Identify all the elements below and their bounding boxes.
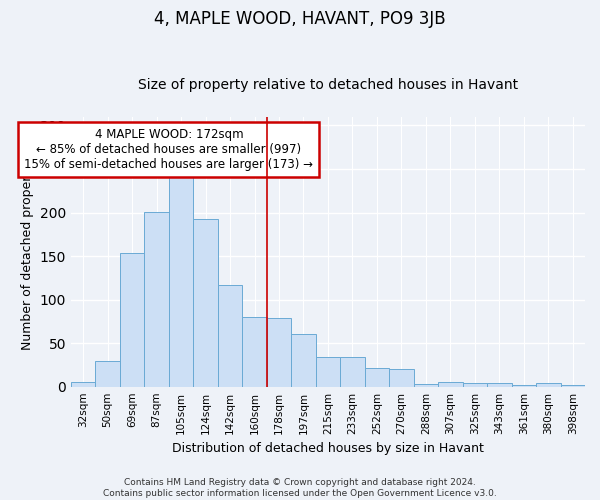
Bar	[463, 383, 487, 386]
Bar	[242, 317, 267, 386]
Bar	[512, 385, 536, 386]
Bar	[71, 382, 95, 386]
Bar	[487, 383, 512, 386]
Bar	[389, 370, 413, 386]
Bar	[413, 384, 438, 386]
Title: Size of property relative to detached houses in Havant: Size of property relative to detached ho…	[138, 78, 518, 92]
Bar	[340, 357, 365, 386]
Bar	[218, 285, 242, 386]
Y-axis label: Number of detached properties: Number of detached properties	[21, 153, 34, 350]
Bar	[120, 252, 145, 386]
Bar	[169, 169, 193, 386]
Text: 4, MAPLE WOOD, HAVANT, PO9 3JB: 4, MAPLE WOOD, HAVANT, PO9 3JB	[154, 10, 446, 28]
Bar	[267, 318, 291, 386]
Text: Contains HM Land Registry data © Crown copyright and database right 2024.
Contai: Contains HM Land Registry data © Crown c…	[103, 478, 497, 498]
Bar	[536, 383, 560, 386]
Bar	[193, 218, 218, 386]
Bar	[145, 212, 169, 386]
Bar	[560, 385, 585, 386]
Text: 4 MAPLE WOOD: 172sqm
← 85% of detached houses are smaller (997)
15% of semi-deta: 4 MAPLE WOOD: 172sqm ← 85% of detached h…	[25, 128, 313, 171]
Bar	[291, 334, 316, 386]
Bar	[95, 362, 120, 386]
Bar	[316, 357, 340, 386]
Bar	[365, 368, 389, 386]
Bar	[438, 382, 463, 386]
X-axis label: Distribution of detached houses by size in Havant: Distribution of detached houses by size …	[172, 442, 484, 455]
